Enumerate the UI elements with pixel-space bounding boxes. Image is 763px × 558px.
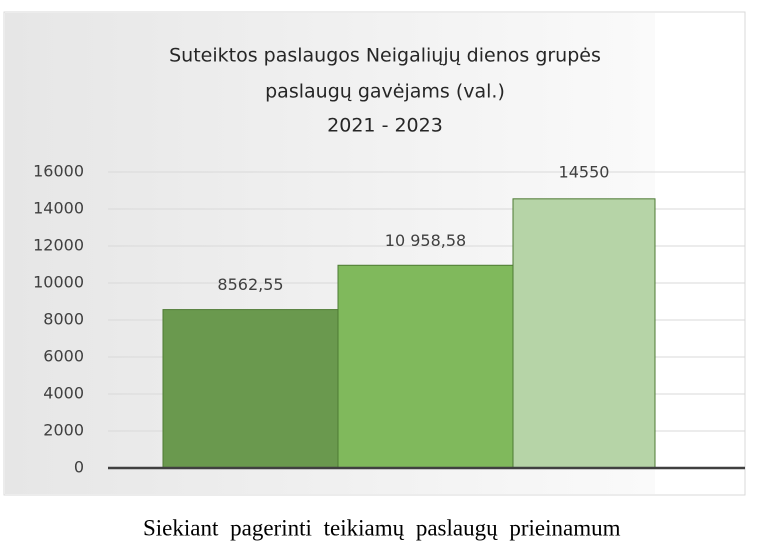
chart-title: 2021 - 2023	[327, 115, 443, 137]
y-tick-label: 10000	[33, 273, 84, 292]
bar	[162, 309, 339, 469]
y-tick-label: 14000	[33, 199, 84, 218]
data-label: 14550	[559, 162, 610, 181]
bar	[337, 264, 514, 469]
y-tick-label: 2000	[43, 421, 84, 440]
chart-title: Suteiktos paslaugos Neigaliųjų dienos gr…	[169, 45, 601, 67]
paragraph: Siekiant pagerinti teikiamų paslaugų pri…	[143, 515, 621, 540]
y-tick-label: 6000	[43, 347, 84, 366]
data-label: 10 958,58	[385, 231, 466, 250]
y-tick-label: 0	[74, 458, 84, 477]
data-label: 8562,55	[217, 275, 283, 294]
y-tick-label: 4000	[43, 384, 84, 403]
bar	[512, 198, 656, 469]
chart-title: paslaugų gavėjams (val.)	[265, 81, 505, 103]
y-tick-label: 12000	[33, 236, 84, 255]
y-tick-label: 8000	[43, 310, 84, 329]
y-tick-label: 16000	[33, 162, 84, 181]
